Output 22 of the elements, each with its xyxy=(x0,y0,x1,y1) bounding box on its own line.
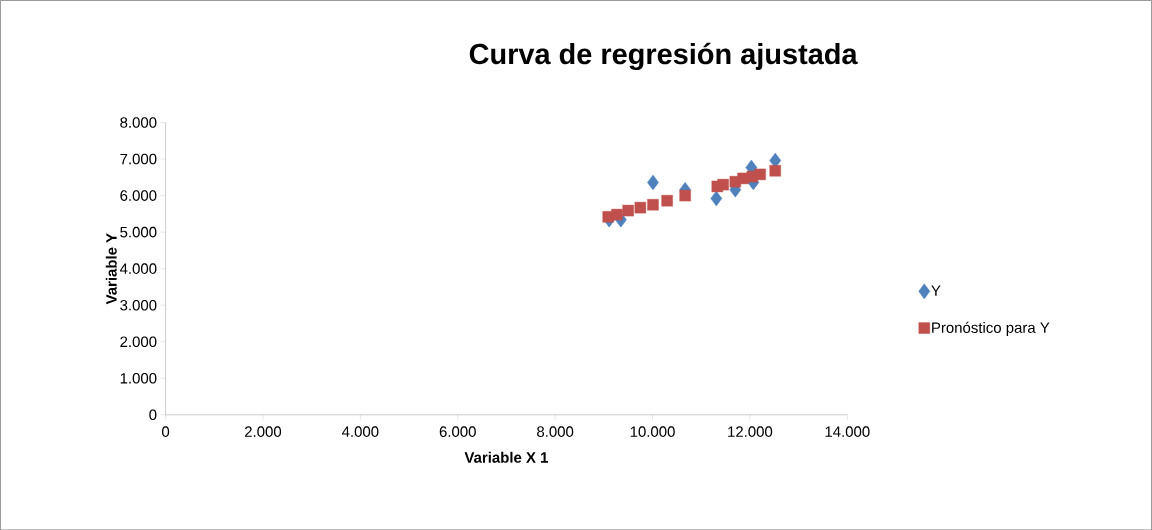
x-tick-label: 8.000 xyxy=(537,426,574,437)
y-tick-label: 3.000 xyxy=(120,299,157,311)
y-tick-label: 5.000 xyxy=(120,226,157,238)
y-tick-label: 7.000 xyxy=(120,153,157,165)
legend-label: Pronóstico para Y xyxy=(932,321,1050,336)
x-tick-label: 0 xyxy=(162,426,170,437)
x-tick-label: 14.000 xyxy=(825,426,870,437)
y-tick-label: 4.000 xyxy=(119,263,157,274)
x-tick-label: 4.000 xyxy=(341,426,379,437)
y-axis-title: Variable Y xyxy=(105,233,117,305)
y-tick-label: 6.000 xyxy=(120,190,157,201)
x-tick-label: 12.000 xyxy=(728,426,773,437)
y-tick-label: 2.000 xyxy=(120,336,157,347)
x-axis-title: Variable X 1 xyxy=(464,451,548,463)
x-tick-label: 6.000 xyxy=(439,426,476,437)
y-tick-label: 0 xyxy=(149,409,157,420)
x-tick-label: 10.000 xyxy=(630,426,675,437)
x-tick-label: 2.000 xyxy=(245,426,282,437)
legend-label: Y xyxy=(931,285,941,296)
y-tick-label: 1.000 xyxy=(120,372,157,384)
chart-title: Curva de regresión ajustada xyxy=(469,42,858,70)
y-tick-label: 8.000 xyxy=(120,117,157,128)
